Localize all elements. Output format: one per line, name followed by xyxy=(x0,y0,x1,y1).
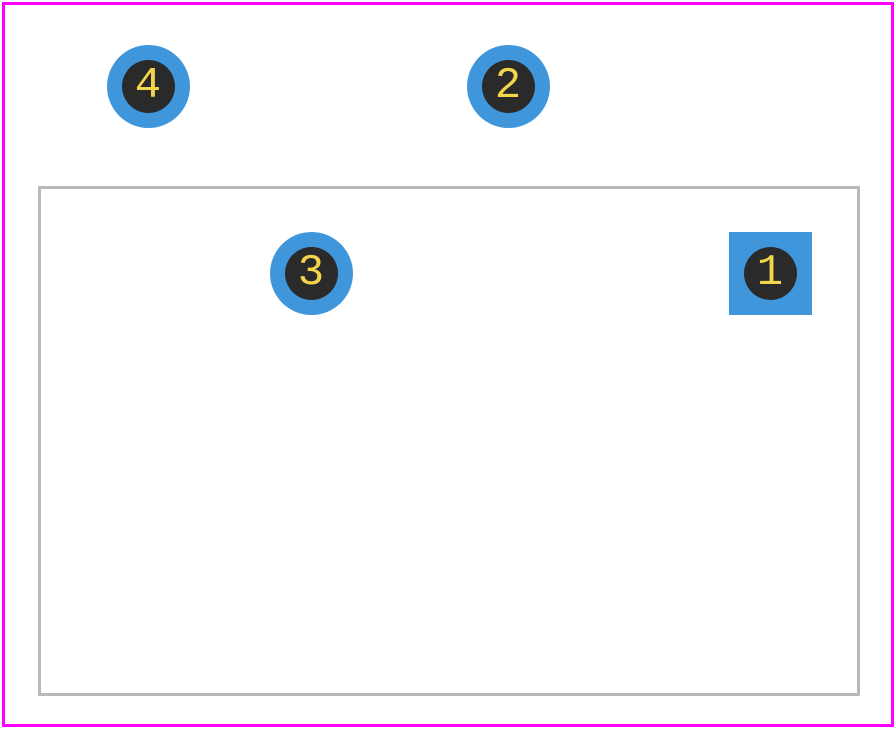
pad-1: 1 xyxy=(729,232,812,315)
pad-2-drill: 2 xyxy=(482,60,535,113)
pad-2-label: 2 xyxy=(495,64,521,108)
pad-2: 2 xyxy=(467,45,550,128)
pad-3-label: 3 xyxy=(298,251,324,295)
pad-3-drill: 3 xyxy=(285,247,338,300)
pad-1-drill: 1 xyxy=(744,247,797,300)
pad-1-label: 1 xyxy=(757,251,783,295)
pad-3: 3 xyxy=(270,232,353,315)
pad-4-label: 4 xyxy=(135,64,161,108)
pad-4-drill: 4 xyxy=(122,60,175,113)
pad-4: 4 xyxy=(107,45,190,128)
